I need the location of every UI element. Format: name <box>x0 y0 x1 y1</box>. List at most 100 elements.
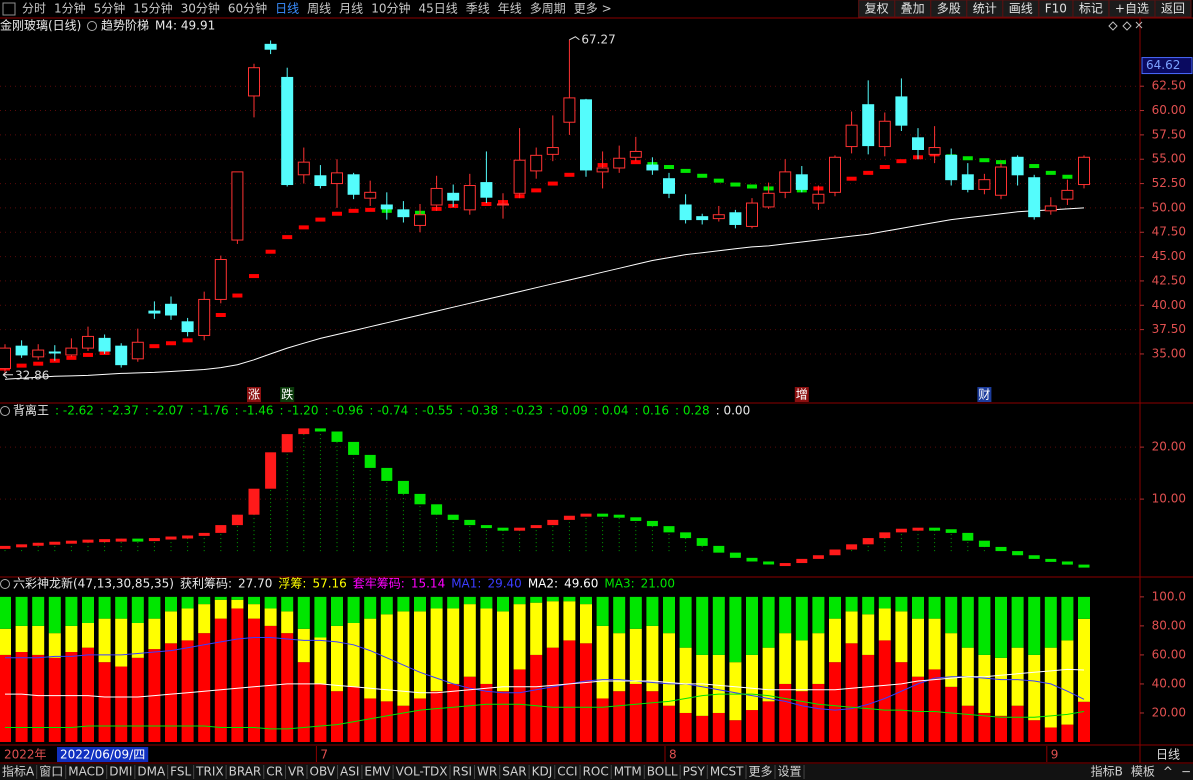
period-tab[interactable]: 5分钟 <box>94 1 126 16</box>
window-icon[interactable] <box>2 2 16 16</box>
divergence-bar <box>32 542 44 546</box>
toolbar-button[interactable]: 多股 <box>937 2 961 16</box>
indicator-tab[interactable]: 窗口 <box>39 765 63 779</box>
toolbar-button[interactable]: +自选 <box>1115 2 1149 16</box>
chip-segment <box>98 596 111 619</box>
indicator-tab[interactable]: PSY <box>683 765 706 779</box>
event-marker-bg[interactable] <box>977 387 992 402</box>
toolbar-button-bg <box>858 0 896 18</box>
toolbar-button[interactable]: 统计 <box>973 2 997 16</box>
chip-segment <box>712 712 725 742</box>
chip-segment <box>347 596 360 623</box>
period-tab[interactable]: 多周期 <box>530 2 566 16</box>
toolbar-button[interactable]: 返回 <box>1161 2 1185 16</box>
chip-segment <box>281 611 294 634</box>
divergence-bar <box>912 527 924 531</box>
toolbar-button[interactable]: 叠加 <box>901 2 925 16</box>
event-marker[interactable]: 涨 <box>248 387 260 402</box>
divergence-bar <box>862 538 874 545</box>
period-tab[interactable]: 季线 <box>466 2 490 16</box>
indicator-tab[interactable]: ROC <box>583 765 609 779</box>
period-tab[interactable]: 年线 <box>498 2 522 16</box>
panel-menu-icon[interactable] <box>0 406 10 416</box>
chip-segment <box>1078 618 1090 702</box>
panel-icons[interactable] <box>1108 21 1132 31</box>
panel-tab[interactable]: 模板 <box>1131 765 1155 779</box>
period-tab[interactable]: 15分钟 <box>133 1 172 16</box>
indicator-tab[interactable]: BRAR <box>229 765 262 779</box>
event-marker-bg[interactable] <box>280 387 295 402</box>
indicator-tab[interactable]: SAR <box>502 765 526 779</box>
toolbar-button[interactable]: 复权 <box>865 2 889 16</box>
y-tick-label: 10.00 <box>1152 492 1186 506</box>
chip-segment <box>264 596 277 609</box>
panel-tab[interactable]: 指标B <box>1091 764 1123 779</box>
chip-segment <box>546 647 559 742</box>
indicator-tab[interactable]: 更多 <box>749 765 773 779</box>
y-tick-label: 100.0 <box>1152 589 1186 603</box>
candle-body <box>546 147 559 155</box>
chip-segment <box>181 640 194 742</box>
event-marker[interactable]: 跌 <box>281 387 293 402</box>
chip-segment <box>65 652 78 742</box>
chip-segment <box>945 686 958 742</box>
divergence-bar <box>198 532 210 536</box>
indicator-tab[interactable]: WR <box>477 765 497 779</box>
event-marker[interactable]: 增 <box>796 388 808 402</box>
event-marker[interactable]: 财 <box>978 388 990 402</box>
event-marker-bg[interactable] <box>794 387 809 402</box>
indicator-tab[interactable]: BOLL <box>647 765 678 779</box>
divergence-bar <box>49 541 61 545</box>
indicator-tab[interactable]: KDJ <box>532 765 553 779</box>
period-tab[interactable]: 60分钟 <box>228 1 267 16</box>
indicator-tab[interactable]: ASI <box>340 765 359 779</box>
candle-body <box>1061 189 1074 200</box>
chip-segment <box>629 596 642 629</box>
divergence-bar <box>663 526 675 533</box>
panel-tab[interactable]: − <box>1181 765 1191 779</box>
indicator-tab[interactable]: MACD <box>68 765 104 779</box>
panel-tab[interactable]: ^ <box>1163 765 1173 779</box>
indicator-tab[interactable]: VR <box>288 765 305 779</box>
toolbar-button[interactable]: 画线 <box>1009 2 1033 16</box>
chip-segment <box>98 662 111 742</box>
indicator-tab[interactable]: MTM <box>614 765 642 779</box>
period-tab[interactable]: 更多 > <box>574 2 612 16</box>
indicator-tab[interactable]: MCST <box>710 765 744 779</box>
indicator-tab[interactable]: TRIX <box>195 765 223 779</box>
period-tab[interactable]: 月线 <box>339 2 363 16</box>
period-tab[interactable]: 日线 <box>275 2 299 16</box>
y-tick-label: 62.50 <box>1152 79 1186 93</box>
indicator-tab[interactable]: RSI <box>453 765 473 779</box>
indicator-tab[interactable]: VOL-TDX <box>396 765 448 779</box>
period-tab[interactable]: 10分钟 <box>371 1 410 16</box>
period-tab[interactable]: 周线 <box>307 2 331 16</box>
toolbar-button[interactable]: F10 <box>1045 2 1067 16</box>
indicator-tab[interactable]: DMA <box>137 765 166 779</box>
close-icon[interactable] <box>1135 21 1143 29</box>
indicator-tab[interactable]: CCI <box>557 765 577 779</box>
period-tab[interactable]: 1分钟 <box>54 1 86 16</box>
indicator-tab[interactable]: FSL <box>170 765 191 779</box>
period-tab[interactable]: 分时 <box>22 2 46 16</box>
toolbar-button[interactable]: 标记 <box>1079 2 1103 16</box>
chip-segment <box>762 596 775 648</box>
chip-segment <box>48 657 61 742</box>
indicator-tab[interactable]: CR <box>266 765 283 779</box>
period-tab[interactable]: 45日线 <box>418 2 457 16</box>
indicator-tab[interactable]: OBV <box>310 765 336 779</box>
panel-menu-icon[interactable] <box>0 579 10 589</box>
indicator-tab[interactable]: 设置 <box>778 765 802 779</box>
panel-menu-icon[interactable] <box>87 21 97 31</box>
period-tab[interactable]: 30分钟 <box>181 1 220 16</box>
event-marker-bg[interactable] <box>247 387 261 402</box>
chip-segment <box>497 691 509 742</box>
indicator-tab[interactable]: DMI <box>109 765 132 779</box>
chip-segment <box>563 596 576 602</box>
divergence-bar <box>812 555 824 559</box>
indicator-tab[interactable]: EMV <box>364 765 391 779</box>
legend-value: 21.00 <box>641 577 675 591</box>
indicator-tab[interactable]: 指标A <box>2 764 35 779</box>
chip-segment <box>463 596 476 605</box>
